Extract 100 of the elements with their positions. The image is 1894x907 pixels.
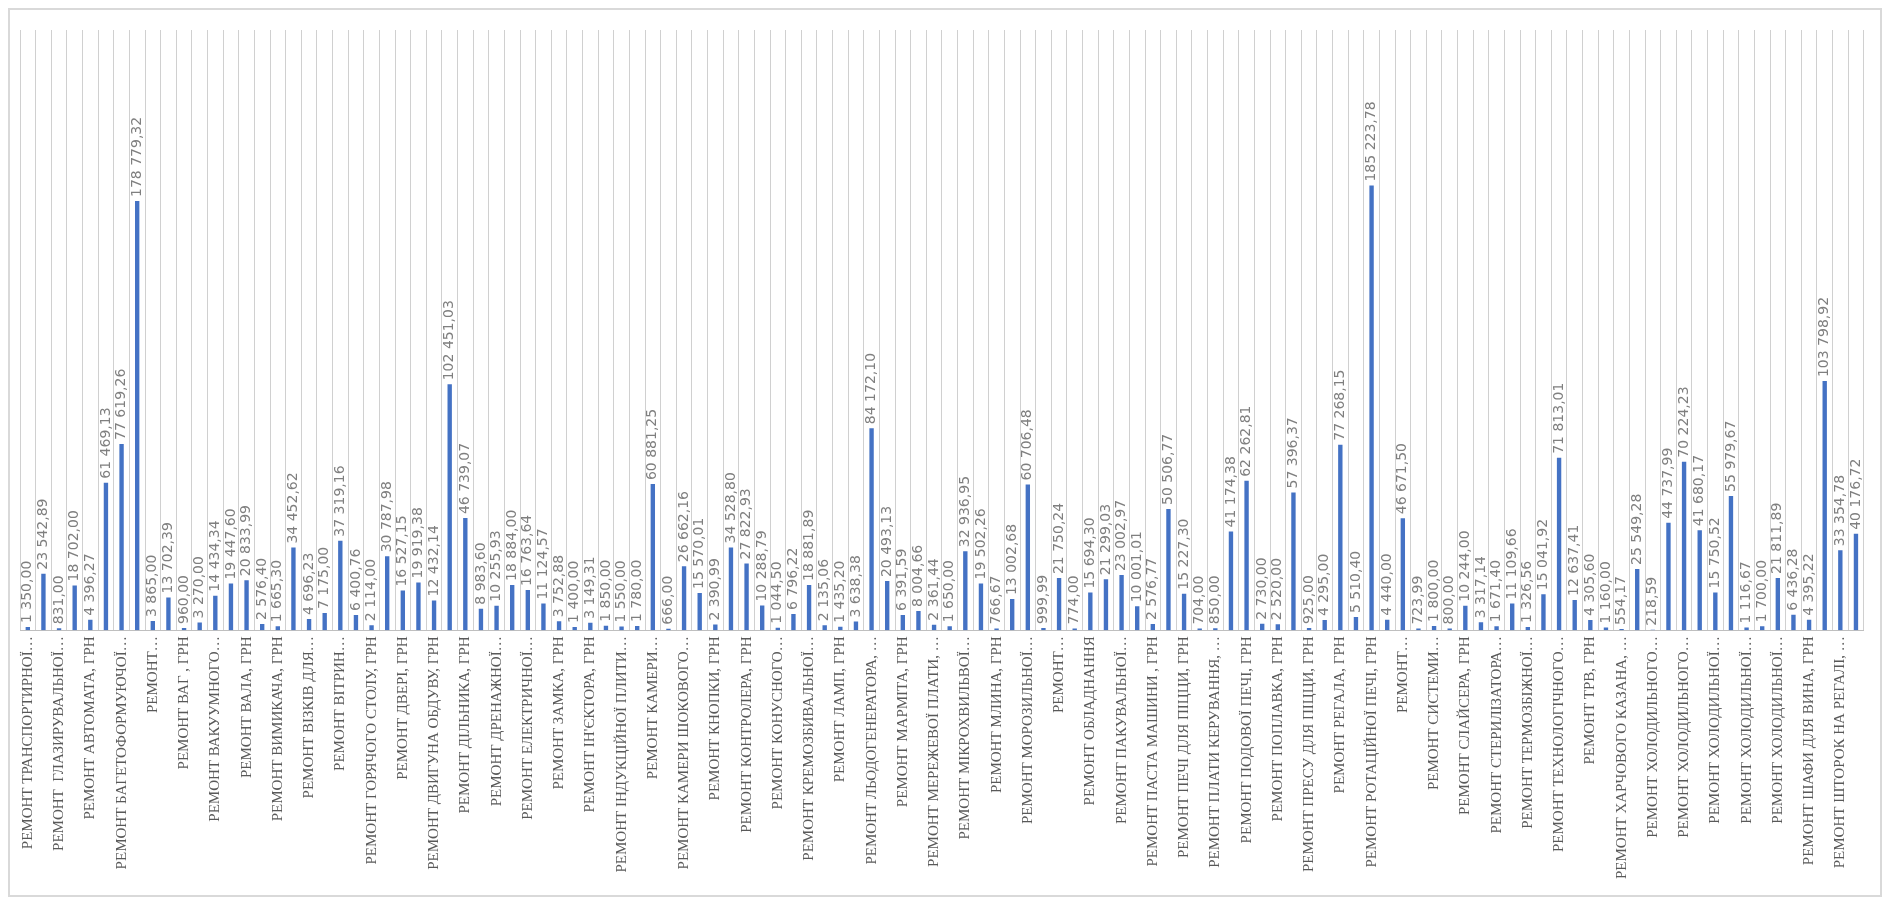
bar	[1541, 594, 1546, 631]
x-tick-label: РЕМОНТ ХОЛОДИЛЬНОЇ…	[1737, 636, 1754, 824]
data-label: 5 510,40	[1346, 550, 1363, 614]
x-tick-label: РЕМОНТ…	[1050, 636, 1067, 713]
data-label: 34 452,62	[284, 472, 301, 544]
bar	[166, 597, 171, 631]
bar	[1041, 627, 1046, 631]
data-label: 50 506,77	[1159, 433, 1176, 506]
data-label: 218,59	[1643, 576, 1660, 626]
x-tick-label: РЕМОНТ ЕЛЕКТРИЧНОЇ…	[518, 636, 535, 820]
data-label: 20 833,99	[237, 505, 254, 577]
data-label: 800,00	[1440, 575, 1457, 625]
bar	[541, 603, 546, 631]
data-label: 18 884,00	[502, 509, 519, 581]
bar	[228, 583, 234, 631]
bar	[1291, 492, 1296, 631]
bar	[650, 484, 656, 631]
data-label: 30 787,98	[377, 481, 394, 553]
x-tick-label: РЕМОНТ АВТОМАТА, ГРН	[81, 636, 98, 820]
x-tick-label: РЕМОНТ…	[1393, 636, 1410, 713]
bar	[400, 590, 405, 631]
data-label: 1 671,40	[1487, 559, 1504, 623]
data-label: 19 502,26	[971, 508, 988, 580]
bar	[1666, 522, 1671, 631]
data-label: 71 813,01	[1549, 382, 1566, 454]
data-label: 831,00	[49, 575, 66, 625]
x-tick-label: РЕМОНТ КАМЕРИ ШОКОВОГО…	[675, 636, 692, 870]
x-tick-label: РЕМОНТ ХОЛОДИЛЬНОГО…	[1643, 636, 1660, 838]
bar	[447, 384, 452, 631]
bar	[1728, 495, 1734, 631]
x-tick-label: РЕМОНТ ПОПЛАВКА, ГРН	[1268, 636, 1285, 822]
x-tick-label: РЕМОНТ ХОЛОДИЛЬНОЇ…	[1706, 636, 1723, 824]
bar	[1166, 509, 1171, 631]
data-label: 2 576,77	[1143, 557, 1160, 621]
data-label: 21 811,89	[1768, 502, 1785, 574]
data-label: 4 396,27	[80, 553, 97, 616]
bar	[1635, 568, 1640, 631]
data-label: 10 288,79	[752, 530, 769, 602]
x-tick-label: РЕМОНТ ВИМИКАЧА, ГРН	[268, 636, 285, 822]
bar	[338, 540, 343, 631]
bar	[369, 625, 374, 631]
data-label: 77 268,15	[1330, 369, 1347, 441]
data-label: 14 434,34	[205, 520, 222, 592]
data-label: 46 671,50	[1393, 442, 1410, 515]
data-label: 7 175,00	[315, 546, 332, 610]
bar	[88, 619, 93, 631]
data-label: 18 881,89	[799, 509, 816, 581]
data-label: 1 160,00	[1596, 561, 1613, 624]
data-label: 178 779,32	[127, 116, 144, 198]
data-label: 2 114,00	[362, 558, 379, 622]
bar	[822, 625, 827, 631]
data-label: 34 528,80	[721, 472, 738, 544]
data-label: 10 001,01	[1127, 531, 1144, 603]
data-label: 6 796,22	[784, 547, 801, 610]
x-tick-label: РЕМОНТ КОНТРОЛЕРА, ГРН	[737, 636, 754, 833]
data-label: 6 391,59	[893, 548, 910, 611]
data-label: 10 255,93	[487, 530, 504, 602]
data-label: 103 798,92	[1815, 296, 1832, 378]
data-label: 26 662,16	[674, 490, 691, 563]
data-label: 1 780,00	[627, 559, 644, 623]
x-tick-label: РЕМОНТ ПАКУВАЛЬНОЇ…	[1112, 636, 1129, 825]
bar	[213, 595, 218, 631]
bar	[1775, 577, 1781, 631]
x-tick-label: РЕМОНТ МАРМІТА, ГРН	[893, 636, 910, 808]
x-tick-label: РЕМОНТ СТЕРИЛІЗАТОРА…	[1487, 636, 1504, 834]
x-tick-label: РЕМОНТ ЗАМКА, ГРН	[550, 636, 567, 790]
bar	[494, 605, 499, 631]
bar	[1244, 480, 1249, 631]
bar	[72, 585, 77, 631]
data-label: 554,17	[1612, 575, 1629, 625]
bar	[978, 583, 984, 631]
bar	[1103, 579, 1109, 631]
x-tick-label: РЕМОНТ ТЕХНОЛОГІЧНОГО…	[1550, 636, 1567, 853]
data-label: 15 694,30	[1080, 517, 1097, 589]
data-label: 16 763,64	[518, 514, 535, 587]
bar	[135, 201, 140, 631]
data-label: 37 319,16	[330, 465, 347, 537]
bar	[1010, 599, 1015, 631]
bar	[963, 551, 968, 631]
x-tick-label: РЕМОНТ ТРВ, ГРН	[1581, 636, 1598, 765]
data-label: 2 135,06	[815, 558, 832, 622]
data-label: 41 174,38	[1221, 456, 1238, 528]
data-label: 960,00	[174, 574, 191, 624]
data-label: 185 223,78	[1362, 101, 1379, 182]
data-label: 13 702,39	[159, 522, 176, 594]
x-tick-label: РЕМОНТ ІНДУКЦІЙНОЇ ПЛИТИ…	[612, 636, 629, 873]
bar	[900, 614, 906, 631]
data-label: 19 447,60	[221, 508, 238, 580]
x-tick-label: РЕМОНТ МОРОЗИЛЬНОЇ…	[1018, 636, 1035, 825]
data-label: 46 739,07	[455, 442, 472, 515]
data-label: 13 002,68	[1002, 523, 1019, 596]
bar	[1088, 592, 1093, 631]
bar	[1119, 575, 1124, 631]
data-label: 850,00	[1205, 575, 1222, 625]
x-tick-label: РЕМОНТ ВАКУУМНОГО…	[206, 636, 223, 822]
bar	[1338, 444, 1343, 631]
data-label: 19 919,38	[409, 507, 426, 579]
data-label: 15 041,92	[1534, 518, 1551, 591]
bar	[322, 613, 327, 631]
bar	[806, 584, 812, 631]
